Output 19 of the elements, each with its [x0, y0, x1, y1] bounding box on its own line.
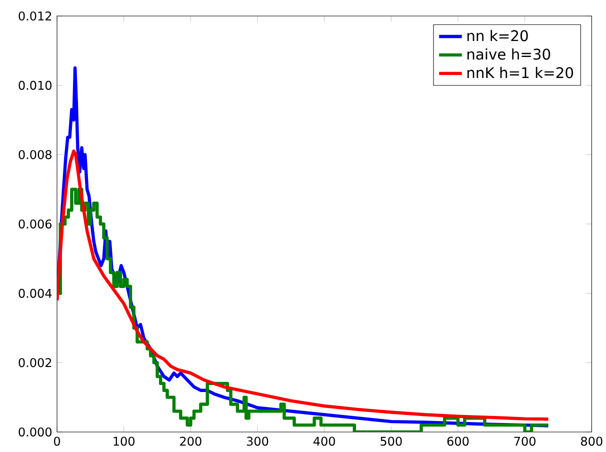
y-tick-label: 0.000 [18, 427, 52, 437]
y-tick-label: 0.002 [18, 358, 52, 368]
y-tick-label: 0.008 [18, 150, 52, 160]
y-tick-label: 0.012 [18, 11, 52, 21]
x-tick-label: 300 [246, 436, 268, 446]
y-tick-label: 0.010 [18, 80, 52, 90]
x-tick-label: 500 [380, 436, 402, 446]
x-tick-label: 800 [581, 436, 602, 446]
x-tick-label: 200 [180, 436, 202, 446]
x-tick-label: 400 [313, 436, 335, 446]
legend-label: nn k=20 [467, 30, 528, 42]
y-tick-label: 0.006 [18, 219, 52, 229]
x-tick-label: 0 [54, 436, 60, 446]
legend-label: nnK h=1 k=20 [467, 66, 574, 78]
x-tick-label: 700 [514, 436, 536, 446]
y-tick-label: 0.004 [18, 288, 52, 298]
x-tick-label: 100 [114, 436, 134, 446]
x-tick-label: 600 [447, 436, 469, 446]
legend-label: naive h=30 [467, 48, 550, 60]
